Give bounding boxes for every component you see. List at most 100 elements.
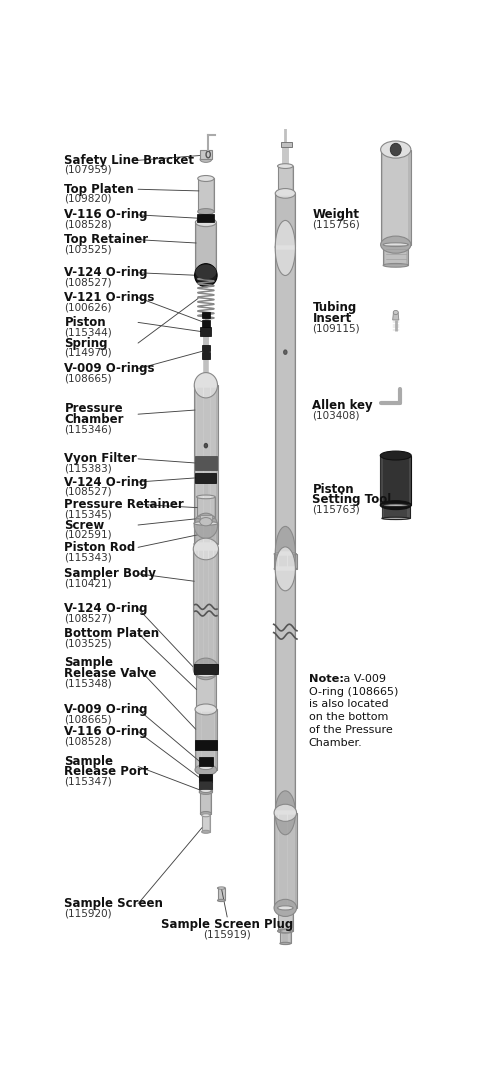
Text: Sample: Sample — [64, 755, 114, 768]
Polygon shape — [382, 505, 409, 519]
Ellipse shape — [195, 703, 216, 715]
Polygon shape — [382, 505, 384, 519]
Ellipse shape — [390, 143, 401, 156]
Text: a V-009: a V-009 — [340, 673, 386, 684]
Ellipse shape — [200, 788, 211, 793]
Text: (115763): (115763) — [312, 505, 360, 514]
Polygon shape — [275, 248, 295, 554]
Polygon shape — [196, 222, 216, 271]
Text: Sample Screen Plug: Sample Screen Plug — [161, 918, 294, 931]
Text: Setting Tool: Setting Tool — [312, 493, 392, 506]
Ellipse shape — [195, 765, 216, 775]
Ellipse shape — [198, 208, 214, 215]
Polygon shape — [210, 790, 212, 814]
Polygon shape — [275, 193, 295, 247]
Ellipse shape — [198, 175, 214, 182]
Polygon shape — [202, 320, 210, 326]
Polygon shape — [202, 311, 210, 318]
Text: Sample Screen: Sample Screen — [64, 897, 164, 911]
Polygon shape — [278, 166, 293, 192]
Ellipse shape — [275, 243, 295, 252]
Polygon shape — [275, 248, 277, 554]
Polygon shape — [200, 774, 212, 782]
Polygon shape — [200, 790, 211, 814]
Text: V-009 O-rings: V-009 O-rings — [64, 362, 155, 375]
Ellipse shape — [274, 899, 296, 916]
Polygon shape — [200, 516, 212, 522]
Text: (107959): (107959) — [64, 165, 112, 175]
Text: Vyon Filter: Vyon Filter — [64, 452, 137, 465]
Polygon shape — [199, 757, 213, 766]
Ellipse shape — [200, 157, 211, 162]
Text: Safety Line Bracket: Safety Line Bracket — [64, 154, 194, 166]
Ellipse shape — [194, 373, 218, 397]
Polygon shape — [196, 497, 198, 518]
Text: (110421): (110421) — [64, 579, 112, 589]
Polygon shape — [292, 166, 293, 192]
Polygon shape — [295, 813, 296, 908]
Ellipse shape — [275, 547, 295, 591]
Polygon shape — [196, 673, 216, 710]
Polygon shape — [294, 193, 296, 247]
Ellipse shape — [274, 553, 296, 555]
Ellipse shape — [275, 526, 295, 581]
Ellipse shape — [204, 444, 208, 448]
Text: V-116 O-ring: V-116 O-ring — [64, 725, 148, 738]
Text: (108528): (108528) — [64, 737, 112, 746]
Polygon shape — [196, 673, 198, 710]
Polygon shape — [278, 166, 279, 192]
Text: Weight: Weight — [312, 208, 360, 221]
Ellipse shape — [274, 567, 296, 570]
Text: (115348): (115348) — [64, 678, 112, 688]
Polygon shape — [215, 710, 216, 770]
Polygon shape — [194, 549, 218, 669]
Text: Note:: Note: — [308, 673, 344, 684]
Ellipse shape — [196, 670, 216, 677]
Polygon shape — [280, 931, 290, 943]
Polygon shape — [218, 888, 225, 900]
Text: V-124 O-ring: V-124 O-ring — [64, 476, 148, 489]
Ellipse shape — [194, 542, 218, 546]
Ellipse shape — [194, 538, 218, 560]
Ellipse shape — [274, 804, 296, 822]
Ellipse shape — [280, 930, 290, 932]
Ellipse shape — [284, 350, 287, 354]
Polygon shape — [202, 352, 210, 359]
Ellipse shape — [196, 495, 215, 498]
Text: (109820): (109820) — [64, 194, 112, 204]
Ellipse shape — [383, 243, 408, 247]
Ellipse shape — [275, 220, 295, 276]
Text: Allen key: Allen key — [312, 400, 373, 412]
Text: Top Retainer: Top Retainer — [64, 233, 148, 246]
Polygon shape — [224, 888, 225, 900]
Text: (100626): (100626) — [64, 302, 112, 313]
Text: Bottom Platen: Bottom Platen — [64, 627, 160, 640]
Ellipse shape — [202, 814, 210, 816]
Text: Chamber: Chamber — [64, 413, 124, 426]
Polygon shape — [380, 149, 383, 245]
Ellipse shape — [200, 765, 212, 770]
Text: V-116 O-ring: V-116 O-ring — [64, 208, 148, 221]
Polygon shape — [200, 767, 212, 793]
Polygon shape — [275, 569, 295, 813]
Text: (114970): (114970) — [64, 348, 112, 358]
Ellipse shape — [380, 451, 411, 460]
Polygon shape — [194, 664, 218, 673]
Text: (109115): (109115) — [312, 323, 360, 333]
Polygon shape — [383, 245, 385, 265]
Text: O-ring (108665): O-ring (108665) — [308, 686, 398, 697]
Polygon shape — [198, 214, 214, 222]
Text: Spring: Spring — [64, 336, 108, 349]
Text: Piston: Piston — [312, 482, 354, 495]
Polygon shape — [200, 790, 202, 814]
Ellipse shape — [200, 789, 212, 795]
Text: Pressure: Pressure — [64, 403, 123, 416]
Polygon shape — [200, 781, 212, 788]
Ellipse shape — [196, 516, 215, 520]
Text: Tubing: Tubing — [312, 302, 356, 315]
Text: V-124 O-ring: V-124 O-ring — [64, 266, 148, 279]
Polygon shape — [202, 345, 210, 351]
Text: V-121 O-rings: V-121 O-rings — [64, 291, 155, 304]
Ellipse shape — [196, 218, 216, 227]
Text: (115347): (115347) — [64, 777, 112, 786]
